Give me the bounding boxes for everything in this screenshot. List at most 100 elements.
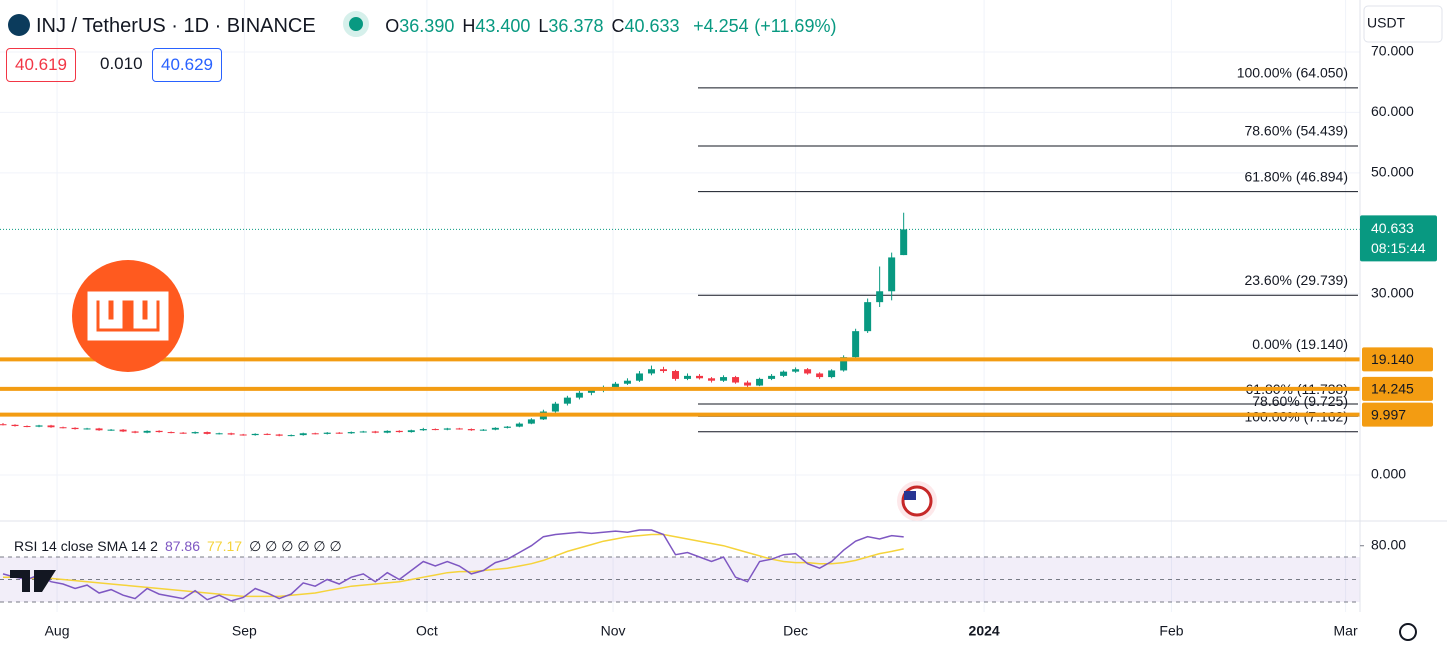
candle-body — [47, 425, 55, 428]
candle-body — [491, 427, 499, 430]
price-axis-bg — [1360, 0, 1447, 645]
settings-icon[interactable] — [1399, 623, 1417, 641]
candle-body — [23, 426, 31, 428]
candle-body — [35, 425, 43, 427]
candle-body — [251, 433, 259, 436]
candle-body — [876, 291, 884, 303]
candle-body — [864, 302, 872, 332]
candle-body — [684, 375, 692, 379]
rsi-legend-item: RSI 14 close SMA 14 2 — [14, 538, 158, 554]
candle-body — [107, 429, 115, 431]
ohlc-values: O36.390 H43.400 L36.378 C40.633 — [385, 16, 687, 36]
symbol-icon — [8, 14, 30, 36]
change: +4.254 — [693, 16, 749, 36]
rsi-line — [2, 529, 904, 602]
candle-body — [768, 375, 776, 379]
candle-body — [119, 429, 127, 432]
level-label-bg — [1362, 347, 1433, 372]
x-tick-label: Feb — [1159, 623, 1183, 639]
level-label: 9.997 — [1371, 406, 1406, 422]
tv-logo — [10, 570, 56, 592]
rsi-legend-item: ∅ ∅ ∅ ∅ ∅ ∅ — [249, 538, 342, 554]
candle-body — [347, 432, 355, 434]
y-tick-label: 30.000 — [1371, 284, 1414, 300]
candle-body — [804, 369, 812, 374]
candle-body — [311, 433, 319, 435]
candle-body — [696, 375, 704, 379]
candle-body — [479, 429, 487, 431]
plot: 100.00% (64.050) 78.60% (54.439) 61.80% (4… — [0, 0, 1360, 612]
logo — [72, 260, 184, 372]
candle-body — [275, 434, 283, 436]
candle-body — [191, 432, 199, 434]
candle-body — [888, 257, 896, 292]
candle-body — [900, 229, 908, 256]
candle-body — [407, 430, 415, 433]
buy-price[interactable]: 40.629 — [152, 48, 222, 82]
x-tick-label: Dec — [783, 623, 808, 639]
ohlc-value: 36.390 — [399, 16, 455, 36]
y-tick-label: 50.000 — [1371, 164, 1414, 180]
y-tick-label: 70.000 — [1371, 43, 1414, 59]
x-tick-label: Sep — [232, 623, 257, 639]
rsi-tick-label: 80.00 — [1371, 536, 1406, 552]
x-tick-label: Aug — [45, 623, 70, 639]
candle-body — [95, 428, 103, 431]
candle-body — [455, 428, 463, 430]
candle-body — [744, 382, 752, 386]
level-label-bg — [1362, 376, 1433, 401]
rsi-title: RSI 14 close SMA 14 2 87.86 77.17 ∅ ∅ ∅ ∅ ∅… — [14, 538, 342, 554]
candle-body — [203, 432, 211, 434]
candle-body — [671, 371, 679, 379]
candle-body — [143, 430, 151, 433]
ohlc-key: O — [385, 16, 400, 36]
candle-body — [792, 369, 800, 372]
candle-body — [323, 432, 331, 434]
spread: 0.010 — [100, 54, 143, 73]
candle-body — [287, 435, 295, 437]
candle-body — [732, 377, 740, 383]
candle-body — [527, 419, 535, 424]
ohlc-key: C — [611, 16, 625, 36]
currency-button[interactable] — [1363, 5, 1443, 43]
x-tick-label: Oct — [416, 623, 438, 639]
candle-body — [659, 369, 667, 372]
fib-label: 0.00% (19.140) — [1252, 336, 1348, 352]
candle-body — [575, 392, 583, 398]
candle-body — [419, 429, 427, 431]
sell-price[interactable]: 40.619 — [6, 48, 76, 82]
candle-body — [11, 424, 19, 427]
candle-body — [623, 380, 631, 384]
currency[interactable]: USDT — [1367, 15, 1406, 31]
candle-body — [756, 378, 764, 386]
fib-label: 78.60% (9.725) — [1252, 393, 1348, 409]
candle-body — [179, 432, 187, 434]
x-tick-label: Mar — [1334, 623, 1358, 639]
ohlc-value: 43.400 — [475, 16, 531, 36]
y-tick-label: 0.000 — [1371, 466, 1406, 482]
rsi-sma-line — [3, 533, 904, 598]
logo-mark — [87, 291, 169, 341]
candle-body — [335, 432, 343, 434]
candle-body — [359, 431, 367, 433]
candle-body — [503, 426, 511, 428]
candle-body — [155, 430, 163, 433]
level-label-bg — [1362, 402, 1433, 427]
ohlc-key: H — [462, 16, 476, 36]
candle-body — [71, 427, 79, 430]
y-tick-label: 60.000 — [1371, 103, 1414, 119]
candle-body — [395, 430, 403, 433]
candle-body — [383, 430, 391, 433]
last-price-label: 40.633 — [1371, 220, 1414, 236]
fib-label: 78.60% (54.439) — [1244, 123, 1348, 139]
last-price-bg — [1360, 215, 1437, 262]
candle-body — [299, 433, 307, 436]
candle-body — [720, 377, 728, 381]
rsi-legend-item: 77.17 — [207, 538, 242, 554]
candle-body — [551, 403, 559, 412]
symbol[interactable]: INJ / TetherUS · 1D · BINANCE — [36, 15, 316, 37]
level-label: 19.140 — [1371, 351, 1414, 367]
candle-body — [587, 390, 595, 393]
candle-body — [83, 428, 91, 430]
